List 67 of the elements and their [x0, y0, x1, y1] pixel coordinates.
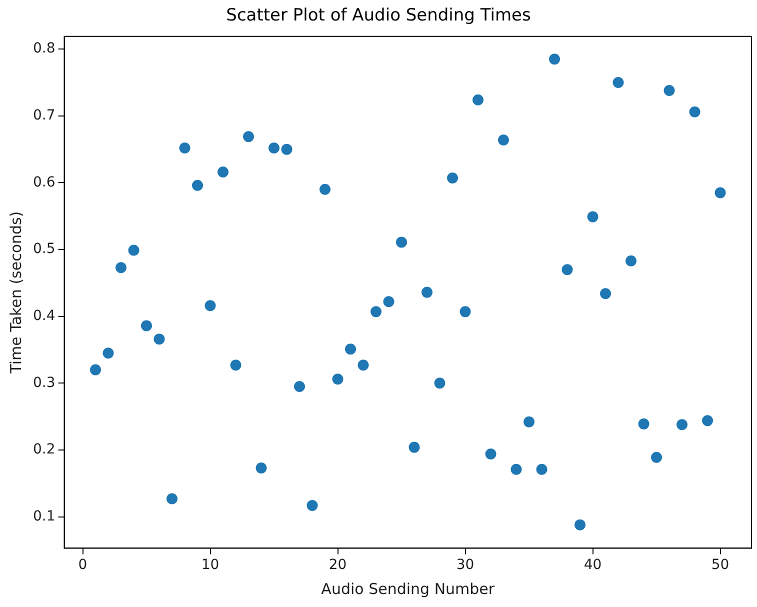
point	[320, 184, 331, 195]
point	[664, 85, 675, 96]
x-tick-label: 50	[711, 557, 730, 574]
point	[141, 320, 152, 332]
point	[268, 142, 280, 154]
point	[460, 306, 471, 318]
point	[536, 464, 548, 475]
point	[714, 187, 726, 198]
y-tick-label: 0.5	[33, 241, 56, 258]
point	[332, 374, 344, 385]
point	[116, 262, 127, 274]
point	[524, 416, 535, 428]
point	[689, 106, 700, 118]
point	[128, 244, 140, 256]
y-tick-label: 0.8	[33, 40, 56, 57]
point	[408, 442, 420, 453]
point	[485, 448, 496, 460]
point	[179, 142, 190, 154]
point	[154, 334, 165, 345]
y-tick-label: 0.6	[33, 174, 56, 190]
point	[102, 348, 114, 359]
point	[358, 360, 369, 371]
point	[256, 462, 267, 474]
point	[281, 144, 292, 155]
point	[472, 94, 484, 106]
point	[243, 131, 254, 142]
point	[166, 493, 178, 504]
point	[294, 381, 306, 392]
point	[638, 418, 650, 430]
point	[204, 300, 216, 312]
point	[370, 306, 382, 318]
point	[510, 464, 522, 475]
x-tick-label: 30	[456, 557, 474, 574]
y-tick-label: 0.1	[33, 508, 56, 524]
point	[562, 264, 573, 276]
point	[345, 344, 356, 355]
point	[626, 255, 637, 266]
point	[383, 296, 394, 308]
point	[612, 77, 624, 88]
chart-title: Scatter Plot of Audio Sending Times	[226, 6, 531, 26]
point	[192, 180, 204, 191]
point	[218, 166, 229, 178]
point	[447, 172, 458, 184]
x-tick-label: 20	[328, 557, 347, 574]
y-tick-label: 0.4	[33, 308, 56, 324]
point	[574, 519, 586, 530]
point	[549, 54, 560, 65]
point	[498, 134, 510, 146]
point	[587, 211, 598, 222]
x-axis-title: Audio Sending Number	[321, 580, 496, 598]
point	[651, 452, 662, 463]
point	[230, 360, 242, 371]
point	[306, 500, 318, 511]
y-axis-title: Time Taken (seconds)	[6, 211, 25, 374]
point	[396, 236, 408, 248]
point	[422, 286, 433, 298]
x-tick-label: 40	[584, 557, 602, 574]
point	[676, 419, 688, 430]
y-tick-label: 0.3	[33, 374, 56, 391]
point	[702, 415, 714, 426]
point	[600, 288, 612, 300]
y-tick-label: 0.2	[33, 442, 56, 458]
x-tick-label: 10	[201, 557, 220, 574]
x-tick-label: 0	[78, 557, 88, 574]
point	[90, 364, 102, 376]
point	[434, 378, 446, 389]
y-tick-label: 0.7	[33, 108, 56, 124]
